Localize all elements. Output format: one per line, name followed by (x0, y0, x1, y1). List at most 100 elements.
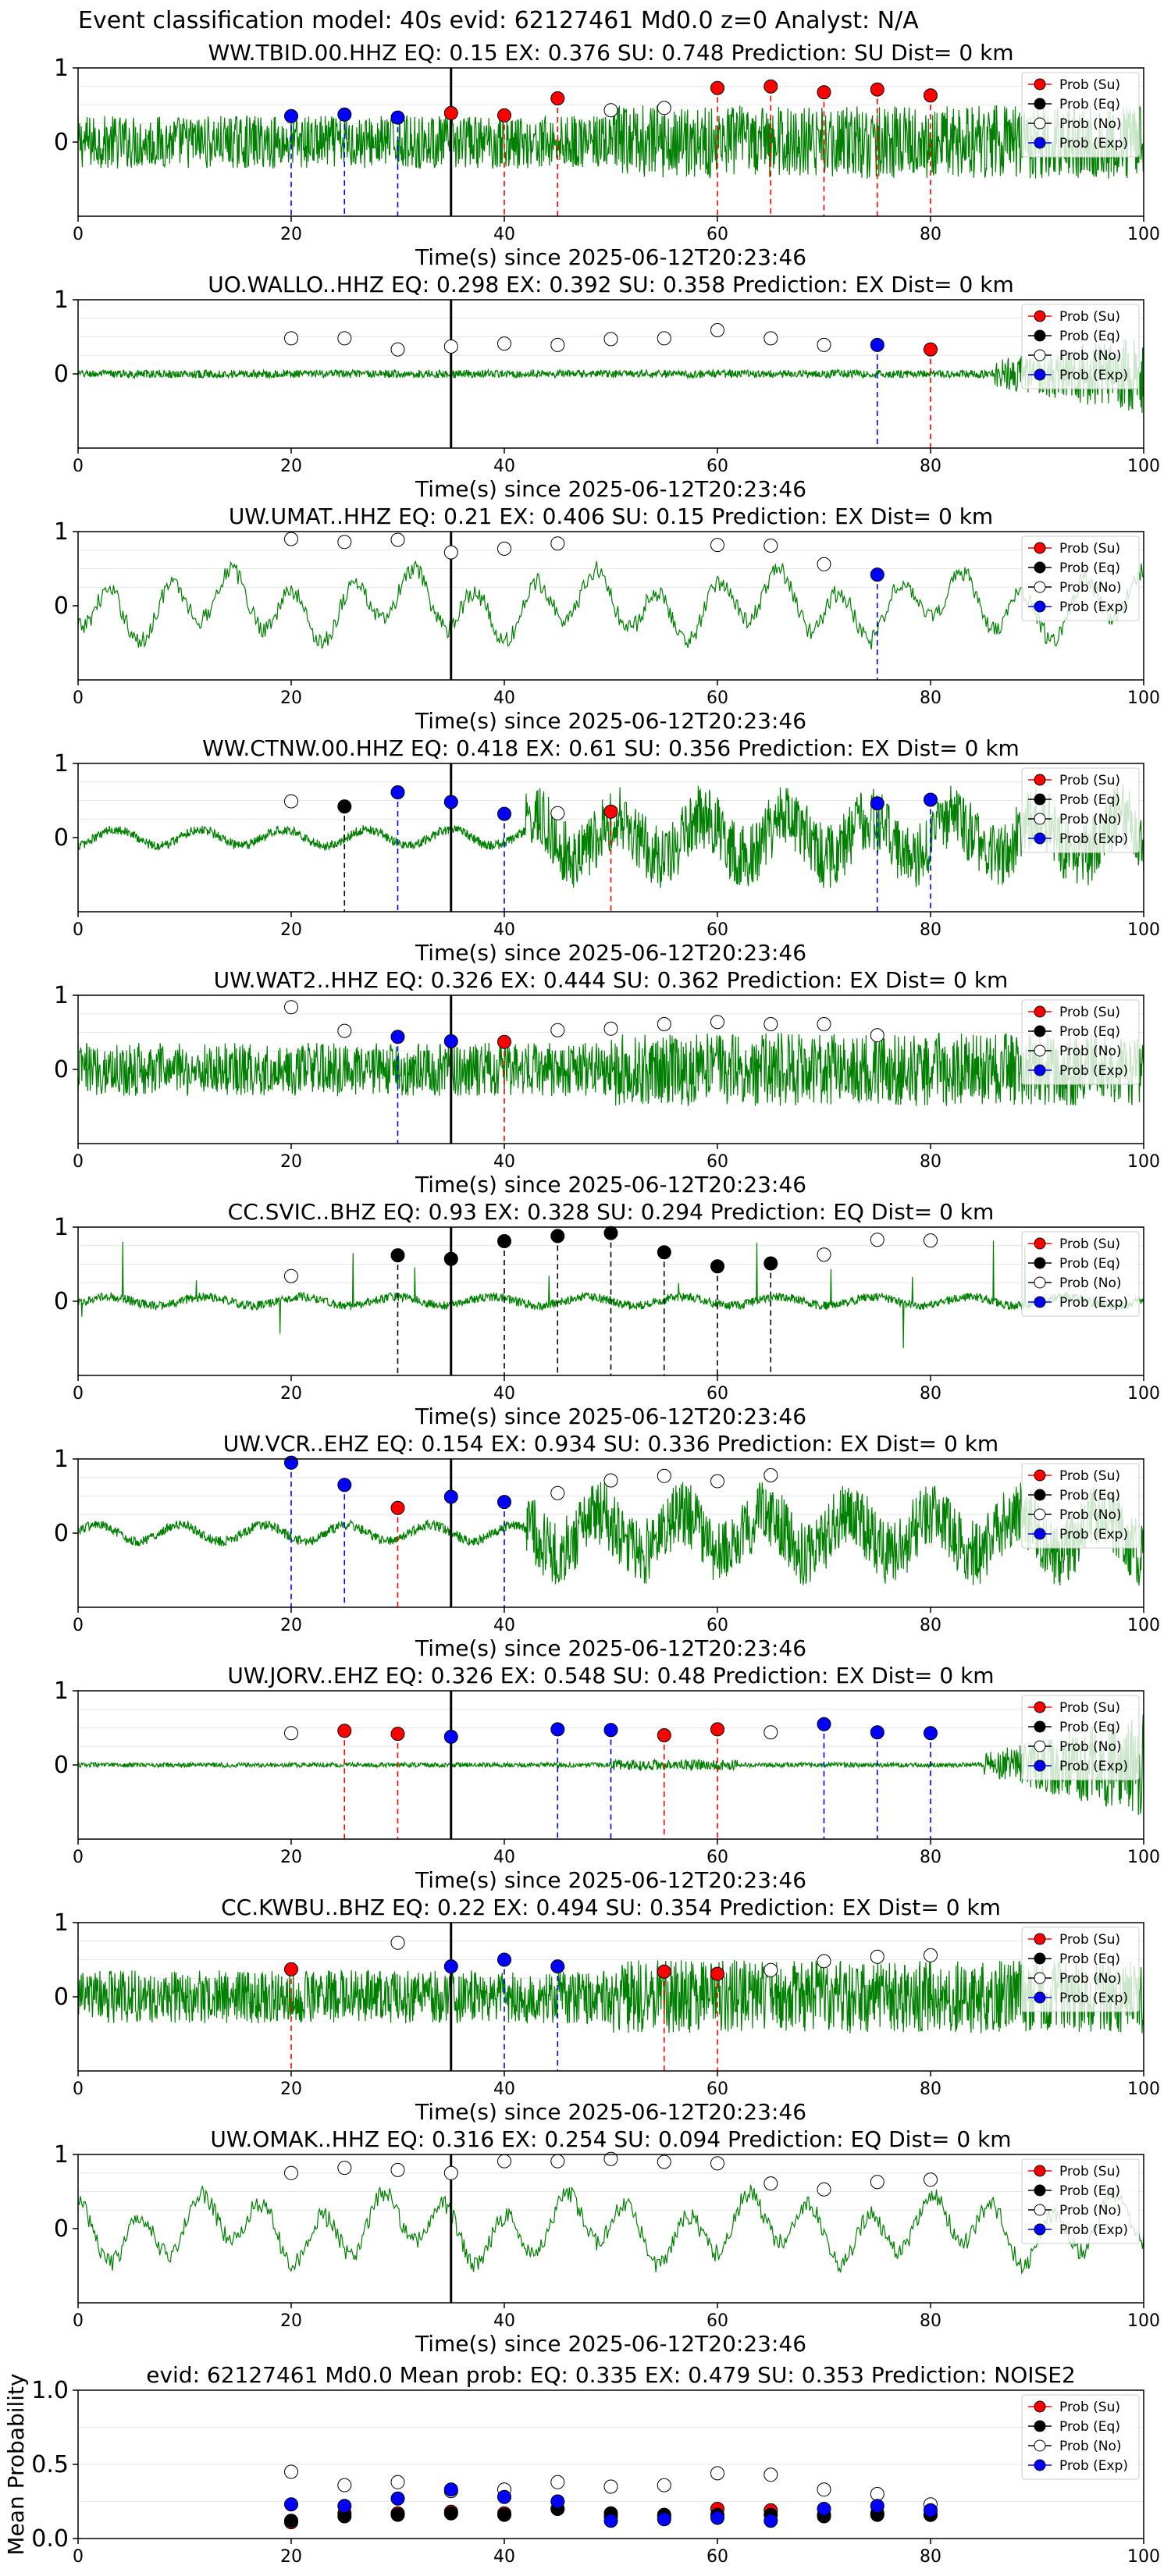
x-tick-label: 80 (920, 2311, 941, 2331)
prob-marker-no (657, 1468, 671, 1483)
prob-marker-su (337, 1724, 352, 1738)
prob-marker-no (924, 2172, 938, 2187)
legend-marker-su (1034, 2165, 1046, 2177)
x-tick-label: 60 (707, 225, 728, 244)
prob-marker-exp (497, 2489, 511, 2504)
prob-marker-no (924, 1948, 938, 1962)
x-axis-label: Time(s) since 2025-06-12T20:23:46 (415, 1867, 806, 1893)
panel-title: WW.TBID.00.HHZ EQ: 0.15 EX: 0.376 SU: 0.… (208, 40, 1013, 66)
prob-marker-su (763, 79, 778, 94)
x-tick-label: 0 (73, 225, 84, 244)
legend-label-no: Prob (No) (1059, 580, 1122, 596)
prob-marker-exp (284, 1455, 298, 1470)
x-tick-label: 100 (1127, 1848, 1160, 1867)
legend-marker-exp (1034, 2459, 1046, 2471)
prob-marker-eq (763, 1256, 778, 1271)
prob-marker-su (657, 1728, 671, 1742)
legend-label-no: Prob (No) (1059, 1739, 1122, 1755)
x-tick-label: 40 (493, 1848, 515, 1867)
prob-marker-no (550, 2154, 565, 2169)
prob-marker-no (817, 557, 831, 571)
x-tick-label: 40 (493, 2080, 515, 2099)
legend-label-eq: Prob (Eq) (1059, 97, 1120, 112)
legend-marker-exp (1034, 1296, 1046, 1308)
prob-marker-no (763, 539, 778, 553)
prob-marker-exp (603, 2514, 618, 2528)
prob-marker-exp (870, 568, 884, 582)
prob-marker-no (390, 532, 405, 547)
panel-title: UW.VCR..EHZ EQ: 0.154 EX: 0.934 SU: 0.33… (223, 1431, 998, 1457)
prob-marker-no (603, 103, 618, 118)
legend-label-no: Prob (No) (1059, 812, 1122, 827)
legend-label-exp: Prob (Exp) (1059, 2222, 1128, 2238)
prob-marker-exp (710, 2510, 724, 2525)
x-axis-label: Time(s) since 2025-06-12T20:23:46 (415, 708, 806, 734)
y-tick-label: 0 (54, 1984, 69, 2011)
legend-label-no: Prob (No) (1059, 2203, 1122, 2218)
x-tick-label: 20 (280, 920, 302, 940)
prob-marker-no (603, 2151, 618, 2166)
legend-marker-exp (1034, 2223, 1046, 2236)
legend-box (1021, 1463, 1140, 1549)
waveform-trace (77, 2184, 1144, 2275)
legend-marker-su (1034, 310, 1046, 322)
station-panel: CC.SVIC..BHZ EQ: 0.93 EX: 0.328 SU: 0.29… (54, 1199, 1160, 1429)
prob-marker-no (443, 339, 458, 354)
prob-marker-no (870, 1949, 884, 1964)
prob-marker-no (763, 331, 778, 346)
panel-title: UW.JORV..EHZ EQ: 0.326 EX: 0.548 SU: 0.4… (227, 1663, 994, 1688)
waveform-trace (77, 339, 1144, 414)
prob-marker-exp (284, 2497, 298, 2512)
legend-box (1021, 72, 1140, 158)
prob-marker-no (390, 2475, 405, 2489)
x-tick-label: 80 (920, 2080, 941, 2099)
prob-marker-no (497, 541, 511, 556)
x-tick-label: 0 (73, 920, 84, 940)
prob-marker-no (284, 331, 298, 346)
legend-box (1021, 2394, 1140, 2480)
prob-marker-eq (497, 1234, 511, 1248)
prob-marker-no (763, 1468, 778, 1482)
x-tick-label: 60 (707, 457, 728, 476)
legend-label-eq: Prob (Eq) (1059, 792, 1120, 808)
prob-marker-su (497, 1034, 511, 1049)
x-axis-label: Time(s) since 2025-06-12T20:23:46 (415, 2099, 806, 2125)
prob-marker-no (497, 336, 511, 351)
prob-marker-eq (284, 2514, 298, 2528)
y-tick-label: 1 (54, 55, 69, 82)
legend-box (1021, 767, 1140, 853)
x-tick-label: 20 (280, 1848, 302, 1867)
prob-marker-no (603, 332, 618, 347)
legend-label-su: Prob (Su) (1059, 1005, 1120, 1020)
prob-marker-exp (870, 1725, 884, 1740)
prob-marker-eq (657, 1245, 671, 1260)
legend-marker-su (1034, 78, 1046, 91)
legend-label-exp: Prob (Exp) (1059, 831, 1128, 847)
x-tick-label: 60 (707, 920, 728, 940)
legend-marker-no (1034, 2204, 1046, 2216)
legend-label-exp: Prob (Exp) (1059, 1063, 1128, 1079)
y-tick-label: 1 (54, 1909, 69, 1937)
legend-label-exp: Prob (Exp) (1059, 1759, 1128, 1774)
y-tick-label: 1.0 (31, 2377, 69, 2404)
x-tick-label: 20 (280, 1152, 302, 1172)
y-tick-label: 1 (54, 2141, 69, 2169)
x-tick-label: 20 (280, 457, 302, 476)
y-tick-label: 0.5 (31, 2451, 69, 2478)
x-axis-label: Time(s) since 2025-06-12T20:23:46 (415, 476, 806, 502)
prob-marker-exp (550, 1959, 565, 1974)
x-tick-label: 100 (1127, 2547, 1160, 2567)
prob-marker-no (603, 1021, 618, 1036)
waveform-trace (77, 1959, 1144, 2033)
legend-label-su: Prob (Su) (1059, 1468, 1120, 1484)
prob-marker-su (710, 1966, 724, 1981)
x-tick-label: 100 (1127, 457, 1160, 476)
x-tick-label: 60 (707, 1848, 728, 1867)
legend-label-no: Prob (No) (1059, 1507, 1122, 1523)
prob-marker-no (497, 2154, 511, 2169)
prob-marker-no (710, 2466, 724, 2481)
legend-label-exp: Prob (Exp) (1059, 368, 1128, 383)
prob-marker-no (284, 2464, 298, 2479)
legend-label-su: Prob (Su) (1059, 309, 1120, 325)
y-tick-label: 0 (54, 1288, 69, 1315)
